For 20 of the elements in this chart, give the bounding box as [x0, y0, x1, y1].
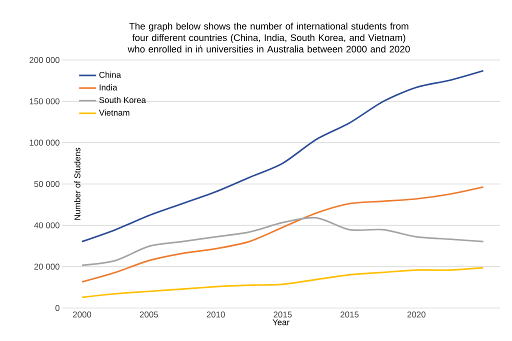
x-tick-label: 2020: [407, 312, 426, 318]
x-tick-label: 2010: [206, 312, 225, 318]
legend-label: China: [99, 72, 122, 78]
x-tick-label: 2015: [340, 312, 359, 318]
text: 20 000: [34, 264, 60, 270]
legend-label: India: [100, 84, 118, 90]
legend-label: South Korea: [99, 96, 146, 104]
chart-title: The graph below shows the number of international students from four different countries (China, India, South Korea, and Vietnam) who enrolled in iṅ universities in Australia between 2000 and 2020: [128, 22, 410, 52]
text: 150 000: [30, 98, 60, 104]
text: 0: [55, 305, 60, 311]
text: 100 000: [30, 140, 60, 146]
text: 200 000: [30, 57, 60, 63]
x-axis-title: Year: [272, 319, 290, 326]
y-axis-title: Number of Studens: [74, 148, 80, 220]
x-tick-label: 2000: [73, 312, 92, 318]
x-tick-label: 2015: [274, 312, 292, 318]
legend-label: Vietnam: [98, 109, 130, 116]
x-tick-label: 2005: [140, 312, 158, 318]
text: 50 000: [34, 181, 60, 187]
text: 40 000: [34, 222, 60, 228]
